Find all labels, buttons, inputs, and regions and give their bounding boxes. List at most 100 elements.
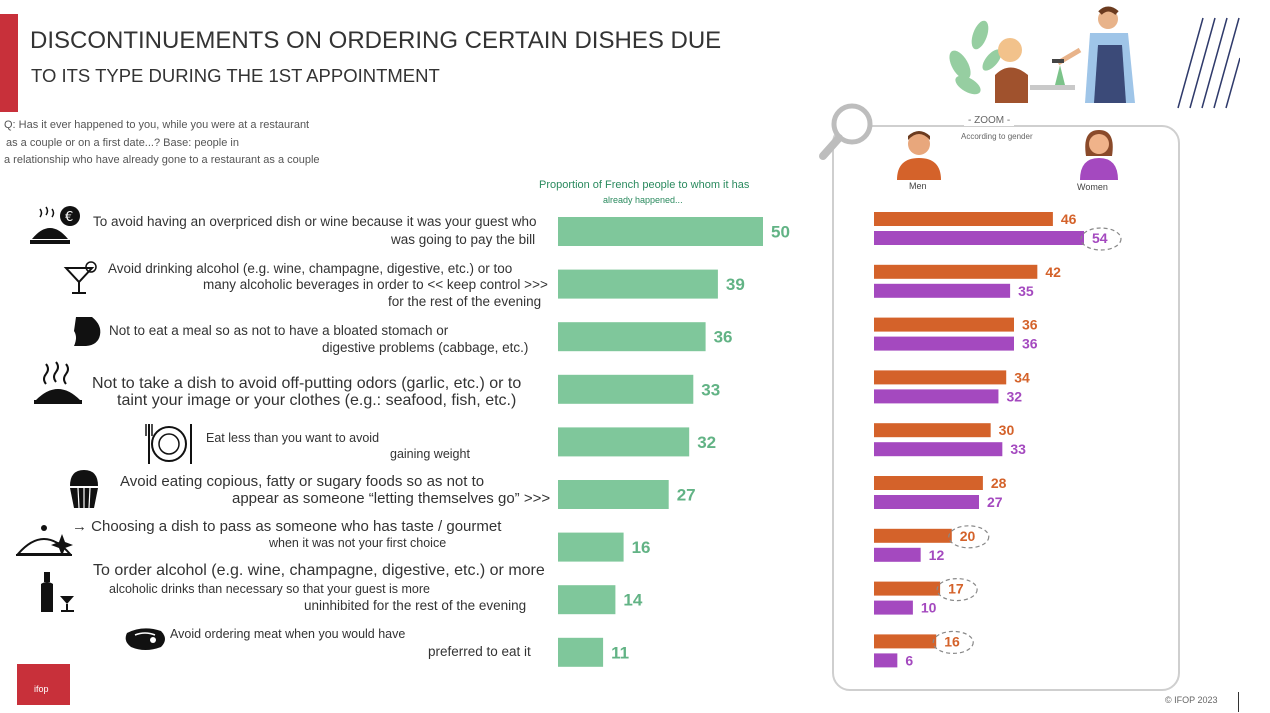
main-bar-value-5: 32 <box>697 433 716 452</box>
ifop-logo: ifop <box>17 664 70 705</box>
main-bar-6 <box>558 480 669 509</box>
main-bar-value-2: 39 <box>726 275 745 294</box>
svg-text:€: € <box>65 210 73 225</box>
zoom-subtitle: According to gender <box>961 132 1033 141</box>
main-bar-chart: 50 39 36 33 32 27 16 14 11 <box>558 217 790 667</box>
main-bar-value-1: 50 <box>771 223 790 242</box>
row-label-2a: Avoid drinking alcohol (e.g. wine, champ… <box>108 261 513 276</box>
row-label-8a: To order alcohol (e.g. wine, champagne, … <box>93 562 545 579</box>
men-value-5: 30 <box>999 422 1015 438</box>
men-bar-9 <box>874 634 937 649</box>
row-label-9b: preferred to eat it <box>428 644 531 659</box>
women-bar-5 <box>874 442 1003 457</box>
main-bar-value-4: 33 <box>701 380 720 399</box>
women-value-3: 36 <box>1022 336 1038 352</box>
men-bar-2 <box>874 264 1038 279</box>
women-bar-1 <box>874 231 1084 245</box>
women-bar-7 <box>874 547 921 562</box>
bloated-stomach-icon <box>74 317 101 346</box>
cupcake-icon <box>70 470 98 509</box>
row-label-7b: when it was not your first choice <box>269 536 447 550</box>
women-highlight-1 <box>1080 227 1122 251</box>
main-bar-value-6: 27 <box>677 486 696 505</box>
women-value-5: 33 <box>1010 441 1026 457</box>
men-label: Men <box>909 181 927 191</box>
men-bar-6 <box>874 476 983 490</box>
row-label-5a: Eat less than you want to avoid <box>206 431 380 445</box>
women-value-9: 6 <box>905 652 913 668</box>
women-bar-8 <box>874 600 913 615</box>
women-value-6: 27 <box>987 494 1003 510</box>
men-value-1: 46 <box>1061 211 1077 227</box>
cocktail-icon <box>63 261 97 294</box>
question-line-2: as a couple or on a first date...? Base:… <box>6 137 239 149</box>
row-label-3a: Not to eat a meal so as not to have a bl… <box>109 323 449 338</box>
men-bar-8 <box>874 581 941 596</box>
men-value-7: 20 <box>960 528 976 544</box>
row-label-1a: To avoid having an overpriced dish or wi… <box>93 214 537 229</box>
men-bar-1 <box>874 212 1053 226</box>
men-value-8: 17 <box>948 581 964 597</box>
women-bar-6 <box>874 495 979 509</box>
restaurant-illustration <box>949 6 1135 103</box>
main-bar-value-3: 36 <box>714 328 733 347</box>
main-bar-4 <box>558 374 694 404</box>
magnifier-icon <box>819 103 873 160</box>
row-label-6a: Avoid eating copious, fatty or sugary fo… <box>120 473 485 490</box>
footer-divider <box>1238 692 1239 712</box>
row-label-3b: digestive problems (cabbage, etc.) <box>322 340 529 355</box>
women-value-1: 54 <box>1092 230 1108 246</box>
main-bar-5 <box>558 427 690 457</box>
women-value-8: 10 <box>921 600 937 616</box>
main-bar-7 <box>558 532 624 562</box>
zoom-title: - ZOOM - <box>964 115 1015 126</box>
row-label-9a: Avoid ordering meat when you would have <box>170 627 406 641</box>
row-label-5b: gaining weight <box>390 447 470 461</box>
row-label-2b: many alcoholic beverages in order to << … <box>203 277 548 292</box>
decorative-lines <box>1177 17 1240 109</box>
men-value-2: 42 <box>1045 264 1061 280</box>
page-subtitle: TO ITS TYPE DURING THE 1ST APPOINTMENT <box>31 65 440 86</box>
row-label-1b: was going to pay the bill <box>391 232 536 247</box>
main-bar-8 <box>558 585 616 615</box>
men-value-3: 36 <box>1022 317 1038 333</box>
plate-cutlery-icon <box>145 424 192 464</box>
main-bar-3 <box>558 322 706 352</box>
page-title: DISCONTINUEMENTS ON ORDERING CERTAIN DIS… <box>30 27 722 54</box>
men-bar-5 <box>874 423 991 438</box>
main-bar-value-8: 14 <box>623 591 642 610</box>
main-bar-1 <box>558 217 763 246</box>
row-label-2c: for the rest of the evening <box>388 294 542 309</box>
women-bar-9 <box>874 653 898 668</box>
men-highlight-8 <box>936 578 978 602</box>
men-bar-7 <box>874 528 952 543</box>
accent-bar <box>0 14 18 112</box>
gender-bar-chart: 46 54 42 35 36 36 34 32 30 33 28 27 20 12 17 10 16 6 <box>874 211 1122 668</box>
men-value-9: 16 <box>944 633 960 649</box>
woman-avatar-icon <box>1080 130 1118 180</box>
men-value-6: 28 <box>991 475 1007 491</box>
steak-icon <box>125 628 165 650</box>
main-bar-value-9: 11 <box>611 643 629 662</box>
women-value-7: 12 <box>929 547 945 563</box>
man-avatar-icon <box>897 131 941 180</box>
women-bar-3 <box>874 336 1014 351</box>
main-bar-value-7: 16 <box>632 538 651 557</box>
women-value-4: 32 <box>1006 388 1022 404</box>
men-highlight-7 <box>948 525 990 549</box>
women-bar-2 <box>874 283 1011 298</box>
main-bar-9 <box>558 637 604 667</box>
chart-title: Proportion of French people to whom it h… <box>539 179 750 191</box>
copyright: © IFOP 2023 <box>1165 695 1218 705</box>
row-label-4a: Not to take a dish to avoid off-putting … <box>92 375 522 392</box>
wine-bottle-icon <box>41 572 74 612</box>
men-highlight-9 <box>932 630 974 654</box>
row-label-7a: → Choosing a dish to pass as someone who… <box>72 518 502 535</box>
main-bar-2 <box>558 269 718 299</box>
question-line-3: a relationship who have already gone to … <box>4 154 320 166</box>
men-bar-3 <box>874 317 1014 332</box>
sparkle-cloche-icon <box>15 525 73 556</box>
men-value-4: 34 <box>1014 369 1030 385</box>
chart-subtitle: already happened... <box>603 195 683 205</box>
women-label: Women <box>1077 182 1108 192</box>
